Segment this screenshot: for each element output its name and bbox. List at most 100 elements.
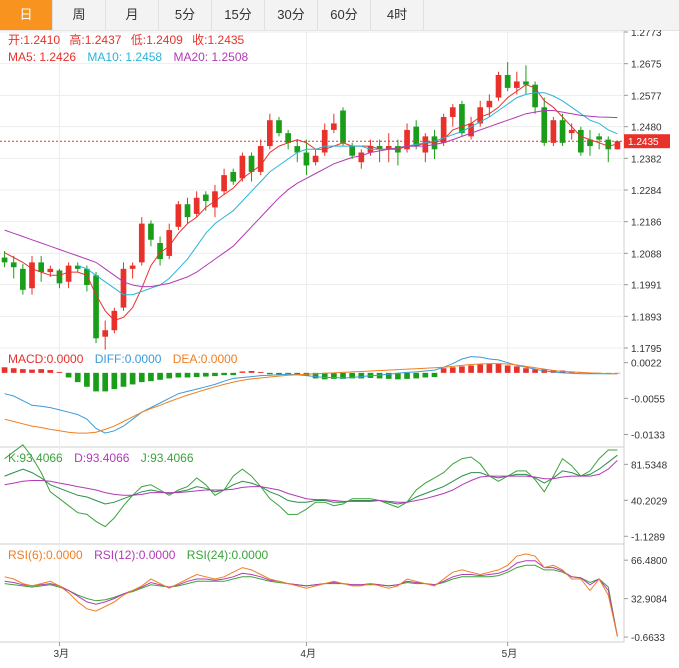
ohlc-high-text: 高:1.2437	[69, 32, 121, 47]
macd-bar	[111, 372, 118, 390]
macd-bar	[449, 367, 456, 373]
candle-body	[212, 191, 218, 208]
candle-body	[239, 155, 246, 179]
ma20-text: MA20: 1.2508	[173, 50, 248, 64]
candle-body	[285, 133, 291, 143]
macd-bar	[166, 372, 173, 379]
macd-bar	[404, 372, 410, 379]
candle-body	[102, 330, 109, 337]
diff-text: DIFF:0.0000	[95, 352, 162, 366]
candle-body	[221, 175, 227, 192]
ma10-line	[77, 92, 618, 296]
macd-bar	[175, 372, 182, 378]
rsi12-text: RSI(12):0.0000	[94, 548, 176, 562]
macd-legend: MACD:0.0000 DIFF:0.0000 DEA:0.0000	[8, 352, 238, 366]
price-tick-label: 1.2186	[631, 218, 662, 229]
candle-body	[587, 139, 593, 147]
ohlc-close-text: 收:1.2435	[192, 33, 244, 47]
macd-bar	[605, 372, 612, 374]
kline-chart[interactable]: 1.2773 1.2675 1.2577 1.2480 1.2382 1.2284 1.21…	[0, 30, 679, 668]
candle-body	[157, 242, 163, 260]
macd-bar	[523, 368, 529, 373]
tab-4hour[interactable]: 4时	[371, 0, 424, 30]
macd-bar	[504, 365, 511, 373]
candle-body	[468, 123, 474, 137]
tab-month[interactable]: 月	[106, 0, 159, 30]
macd-bar	[129, 372, 136, 385]
candle-body	[541, 107, 548, 143]
candle-body	[29, 262, 35, 289]
rsi-tick-label: 32.9084	[631, 595, 668, 606]
macd-bar	[440, 368, 447, 373]
macd-bar	[193, 372, 200, 378]
macd-bar	[413, 372, 420, 379]
price-tick-label: 1.2577	[631, 91, 662, 102]
candle-body	[184, 204, 191, 218]
macd-bar	[1, 367, 8, 373]
candle-body	[138, 223, 145, 263]
macd-dea-line	[4, 363, 618, 434]
candle-body	[65, 265, 72, 282]
macd-bar	[321, 372, 328, 380]
ma-legend: MA5: 1.2426 MA10: 1.2458 MA20: 1.2508	[8, 50, 248, 64]
rsi12-line	[4, 560, 618, 637]
candle-body	[477, 107, 484, 124]
macd-bar	[202, 372, 209, 377]
candle-body	[267, 120, 273, 147]
candle-body	[440, 116, 447, 143]
macd-bar	[184, 372, 191, 378]
candle-body	[202, 194, 209, 201]
period-tabs: 日 周 月 5分 15分 30分 60分 4时	[0, 0, 679, 31]
candle-body	[523, 81, 529, 85]
candle-body	[349, 146, 355, 156]
macd-bar	[285, 372, 291, 375]
candle-body	[550, 120, 557, 143]
candle-body	[248, 155, 255, 172]
candle-body	[303, 152, 310, 166]
macd-bar	[395, 372, 401, 380]
candle-body	[10, 262, 17, 268]
macd-tick-label: -0.0133	[631, 430, 665, 441]
candle-body	[614, 141, 621, 150]
candle-body	[56, 270, 63, 284]
macd-bar	[56, 371, 63, 373]
candle-body	[404, 129, 410, 150]
candle-body	[422, 136, 429, 153]
x-axis: 3月 4月 5月	[53, 642, 517, 660]
candle-body	[568, 129, 575, 134]
tab-week[interactable]: 周	[53, 0, 106, 30]
rsi6-line	[4, 553, 618, 637]
macd-bar	[10, 368, 17, 373]
candle-body	[358, 152, 365, 163]
macd-bar	[276, 372, 282, 375]
tab-15min[interactable]: 15分	[212, 0, 265, 30]
candle-body	[120, 268, 127, 308]
kdj-k-line	[4, 454, 618, 505]
macd-bar	[422, 372, 429, 378]
ohlc-legend: 开:1.2410 高:1.2437 低:1.2409 收:1.2435	[8, 32, 245, 47]
rsi6-text: RSI(6):0.0000	[8, 548, 83, 562]
macd-bar	[513, 366, 520, 373]
macd-bar	[148, 372, 154, 382]
last-price-text: 1.2435	[628, 137, 659, 148]
candle-body	[93, 275, 99, 339]
macd-tick-label: 0.0022	[631, 359, 662, 370]
macd-bar	[29, 369, 35, 373]
x-tick-label: 4月	[300, 648, 316, 660]
kdj-j-line	[4, 444, 618, 528]
tab-day[interactable]: 日	[0, 0, 53, 30]
candle-body	[559, 120, 566, 143]
macd-bar	[358, 372, 365, 379]
tab-5min[interactable]: 5分	[159, 0, 212, 30]
macd-bar	[468, 365, 474, 373]
macd-bar	[84, 372, 90, 387]
macd-bar	[20, 369, 26, 373]
candle-body	[148, 223, 154, 240]
tab-30min[interactable]: 30分	[265, 0, 318, 30]
macd-diff-line	[4, 356, 618, 434]
candle-body	[84, 268, 90, 285]
tab-60min[interactable]: 60分	[318, 0, 371, 30]
candle-body	[449, 107, 456, 117]
macd-bar	[431, 372, 438, 378]
candle-body	[294, 146, 301, 153]
